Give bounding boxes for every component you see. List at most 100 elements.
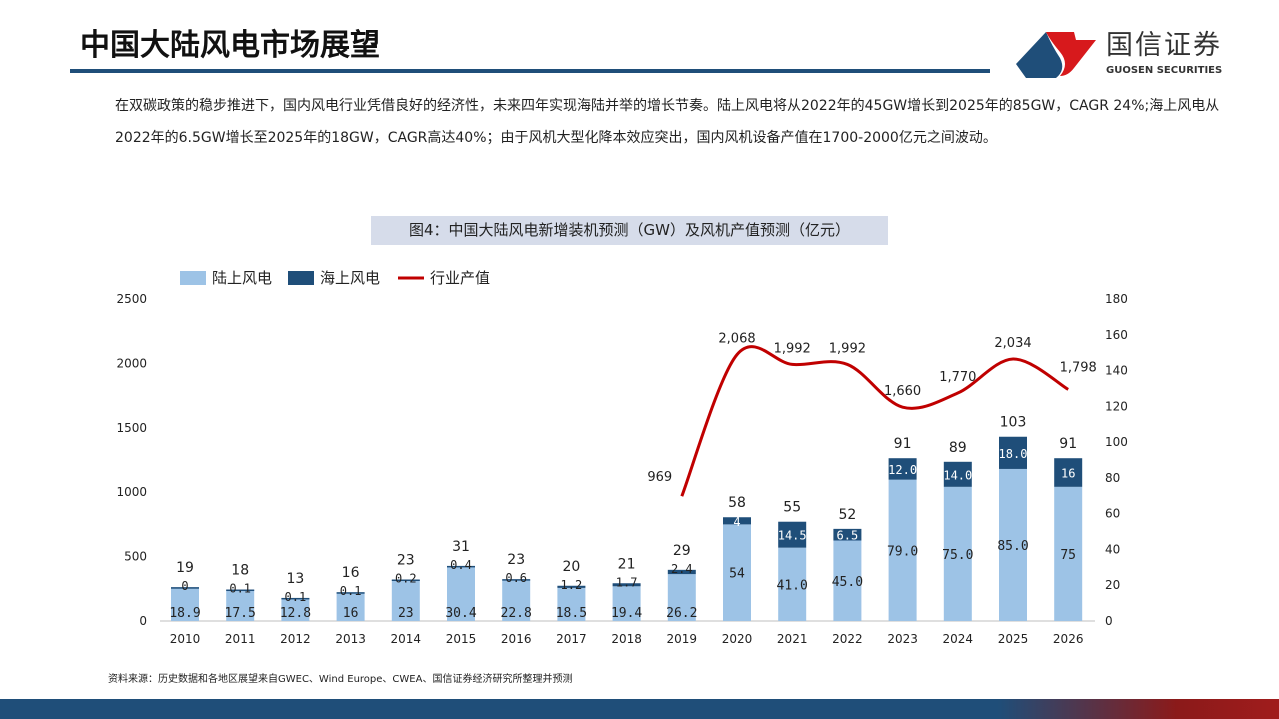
left-tick-label: 2500: [116, 292, 147, 306]
offshore-label: 0.6: [505, 571, 527, 585]
onshore-bar: [999, 468, 1027, 621]
legend-onshore-swatch: [180, 271, 206, 285]
total-label: 18: [231, 563, 249, 579]
onshore-bar: [447, 566, 475, 621]
total-label: 13: [286, 571, 304, 587]
footer-bar: [0, 699, 1279, 719]
onshore-label: 22.8: [501, 606, 532, 621]
legend-offshore-label: 海上风电: [320, 269, 380, 287]
total-label: 52: [838, 507, 856, 523]
intro-paragraph: 在双碳政策的稳步推进下，国内风电行业凭借良好的经济性，未来四年实现海陆并举的增长…: [115, 98, 1220, 146]
x-tick-label: 2023: [887, 632, 918, 646]
total-label: 103: [1000, 415, 1027, 431]
offshore-bar: [888, 458, 917, 480]
x-tick-label: 2014: [391, 632, 422, 646]
x-tick-label: 2015: [446, 632, 477, 646]
onshore-label: 54: [729, 567, 745, 582]
total-label: 29: [673, 543, 691, 559]
total-label: 16: [342, 565, 360, 581]
x-tick-label: 2024: [943, 632, 974, 646]
offshore-bar: [667, 569, 696, 575]
offshore-bar: [391, 579, 420, 581]
page-title: 中国大陆风电市场展望: [80, 28, 380, 63]
offshore-label: 14.5: [778, 529, 807, 543]
onshore-label: 18.5: [556, 606, 587, 621]
line-value-label: 2,034: [994, 336, 1031, 351]
total-label: 21: [618, 556, 636, 572]
legend-onshore-label: 陆上风电: [212, 269, 272, 287]
line-value-label: 2,068: [718, 332, 755, 347]
line-value-label: 1,992: [774, 341, 811, 356]
x-tick-label: 2011: [225, 632, 256, 646]
total-label: 23: [397, 552, 415, 568]
offshore-bar: [778, 521, 807, 548]
offshore-bar: [336, 592, 365, 594]
right-tick-label: 180: [1105, 292, 1128, 306]
x-tick-label: 2016: [501, 632, 532, 646]
total-label: 91: [1059, 436, 1077, 452]
onshore-label: 19.4: [611, 606, 642, 621]
onshore-label: 23: [398, 606, 414, 621]
right-tick-label: 20: [1105, 578, 1120, 592]
total-label: 91: [894, 436, 912, 452]
x-tick-label: 2017: [556, 632, 587, 646]
logo-text-en: GUOSEN SECURITIES: [1106, 65, 1223, 76]
offshore-label: 0.4: [450, 558, 472, 572]
offshore-bar: [723, 517, 751, 525]
onshore-label: 75: [1060, 548, 1076, 563]
chart-title: 图4：中国大陆风电新增装机预测（GW）及风机产值预测（亿元）: [371, 216, 888, 245]
x-tick-label: 2018: [611, 632, 642, 646]
offshore-label: 4: [733, 515, 740, 529]
output-value-line: [680, 345, 1069, 497]
onshore-bar: [612, 586, 641, 621]
x-tick-label: 2019: [667, 632, 698, 646]
x-tick-label: 2026: [1053, 632, 1084, 646]
right-tick-label: 80: [1105, 471, 1120, 485]
total-label: 19: [176, 560, 194, 576]
title-rule: [70, 69, 990, 73]
offshore-label: 14.0: [943, 468, 972, 482]
onshore-label: 45.0: [832, 575, 863, 590]
offshore-label: 0.1: [229, 582, 251, 596]
left-tick-label: 0: [139, 614, 147, 628]
x-tick-label: 2025: [998, 632, 1029, 646]
total-label: 55: [783, 500, 801, 516]
right-tick-label: 100: [1105, 435, 1128, 449]
right-tick-label: 140: [1105, 364, 1128, 378]
right-tick-label: 60: [1105, 507, 1120, 521]
line-value-label: 969: [647, 470, 672, 485]
onshore-label: 79.0: [887, 544, 918, 559]
total-label: 31: [452, 539, 470, 555]
guosen-logo-icon: [1016, 32, 1096, 78]
onshore-bar: [281, 598, 310, 621]
offshore-bar: [226, 589, 255, 592]
offshore-label: 16: [1061, 467, 1075, 481]
onshore-bar: [502, 580, 531, 621]
total-label: 89: [949, 440, 967, 456]
onshore-label: 16: [343, 606, 359, 621]
onshore-bar: [391, 579, 420, 621]
onshore-bar: [778, 547, 807, 621]
offshore-bar: [1054, 458, 1083, 487]
onshore-label: 26.2: [666, 606, 697, 621]
onshore-bar: [557, 587, 586, 621]
onshore-bar: [667, 574, 696, 621]
offshore-bar: [171, 587, 199, 589]
total-label: 23: [507, 552, 525, 568]
onshore-label: 41.0: [777, 578, 808, 593]
offshore-label: 18.0: [999, 447, 1028, 461]
onshore-bar: [833, 540, 862, 621]
right-tick-label: 40: [1105, 542, 1120, 556]
left-tick-label: 1500: [116, 421, 147, 435]
right-tick-label: 120: [1105, 399, 1128, 413]
offshore-label: 2.4: [671, 562, 693, 576]
line-value-label: 1,798: [1060, 360, 1097, 375]
offshore-label: 0: [181, 579, 188, 593]
x-tick-label: 2010: [170, 632, 201, 646]
left-tick-label: 500: [124, 550, 147, 564]
onshore-label: 85.0: [997, 539, 1028, 554]
source-note: 资料来源：历史数据和各地区展望来自GWEC、Wind Europe、CWEA、国…: [108, 674, 573, 685]
x-tick-label: 2020: [722, 632, 753, 646]
offshore-bar: [833, 528, 862, 541]
